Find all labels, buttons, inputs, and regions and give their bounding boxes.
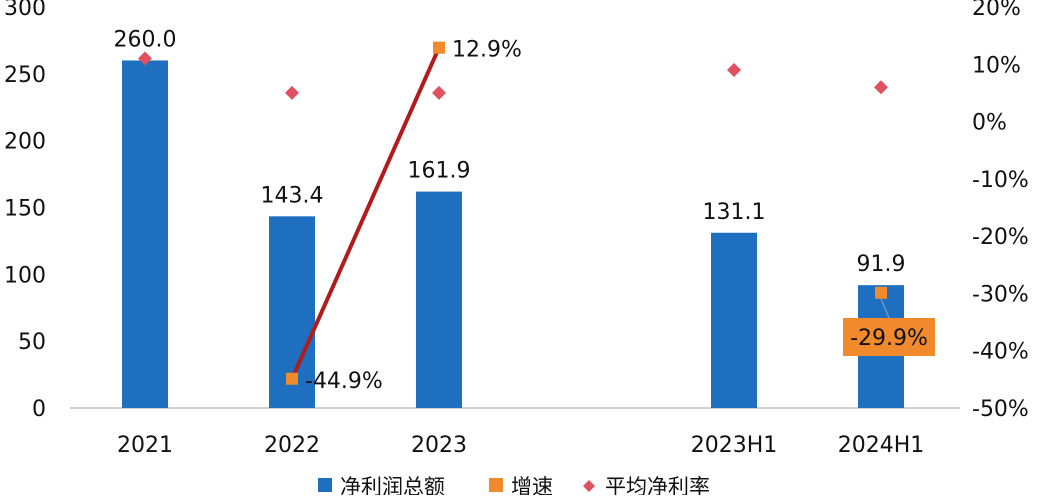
bar-value-label: 260.0 (114, 27, 177, 52)
avg-margin-point (432, 85, 446, 100)
y-left-tick-label: 200 (4, 130, 46, 155)
growth-label-leader (880, 298, 890, 319)
y-left-tick-label: 50 (18, 330, 46, 355)
growth-value-label: -29.9% (850, 326, 928, 351)
y-right-tick-label: -40% (972, 340, 1029, 365)
bar-value-label: 161.9 (408, 159, 471, 184)
growth-label-box (843, 318, 935, 356)
bar (416, 191, 462, 408)
y-left-tick-label: 0 (32, 397, 46, 422)
bar-value-label: 91.9 (857, 252, 906, 277)
growth-value-label: 12.9% (452, 38, 522, 63)
y-right-tick-label: -20% (972, 225, 1029, 250)
avg-margin-point (285, 85, 299, 100)
avg-margin-point (138, 51, 152, 66)
legend-label: 净利润总额 (340, 475, 445, 495)
y-left-tick-label: 300 (4, 0, 46, 21)
growth-value-label: -44.9% (305, 369, 383, 394)
growth-point (286, 372, 298, 385)
y-right-tick-label: 20% (972, 0, 1021, 21)
y-left-tick-label: 150 (4, 197, 46, 222)
y-left-tick-label: 100 (4, 263, 46, 288)
x-tick-label: 2021 (117, 433, 173, 458)
legend-label: 增速 (511, 475, 553, 495)
growth-point (875, 286, 887, 299)
bar-value-label: 143.4 (261, 183, 324, 208)
x-tick-label: 2023 (411, 433, 467, 458)
x-tick-label: 2023H1 (691, 433, 778, 458)
bar (122, 60, 168, 408)
y-right-tick-label: -10% (972, 168, 1029, 193)
growth-point (433, 41, 445, 54)
y-right-tick-label: -30% (972, 282, 1029, 307)
avg-margin-point (874, 80, 888, 95)
y-right-tick-label: -50% (972, 397, 1029, 422)
growth-line (290, 46, 441, 380)
avg-margin-point (727, 63, 741, 78)
y-left-tick-label: 250 (4, 63, 46, 88)
bar-value-label: 131.1 (703, 200, 766, 225)
bar (711, 232, 757, 408)
y-right-tick-label: 0% (972, 111, 1007, 136)
x-tick-label: 2024H1 (838, 433, 925, 458)
legend-marker (583, 480, 595, 492)
x-tick-label: 2022 (264, 433, 320, 458)
legend-marker (489, 478, 503, 492)
y-right-tick-label: 10% (972, 53, 1021, 78)
legend-marker (318, 478, 332, 492)
legend-label: 平均净利率 (605, 475, 710, 495)
